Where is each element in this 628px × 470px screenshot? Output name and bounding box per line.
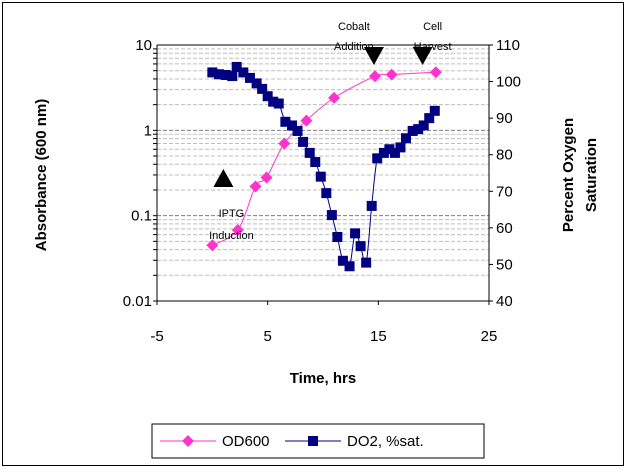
y-right-tick-label: 60 <box>496 220 513 237</box>
annotation-label: Induction <box>209 230 254 242</box>
do2-point <box>361 257 372 268</box>
do2-point <box>280 116 291 127</box>
do2-point <box>332 232 343 242</box>
do2-point <box>326 210 337 221</box>
do2-point <box>372 153 383 164</box>
do2-point <box>378 147 389 158</box>
do2-point <box>384 144 395 155</box>
do2-point <box>298 136 309 147</box>
y-axis-left-title: Absorbance (600 nm) <box>33 99 50 252</box>
do2-point <box>227 71 238 82</box>
do2-point <box>207 67 218 78</box>
do2-point <box>407 125 418 136</box>
do2-point <box>395 142 406 153</box>
do2-point <box>273 98 284 109</box>
do2-point <box>231 61 242 72</box>
do2-point <box>315 171 326 182</box>
do2-point <box>251 78 262 89</box>
annotation-label: Harvest <box>414 41 452 53</box>
do2-point <box>287 120 298 131</box>
od600-point <box>429 66 442 79</box>
do2-point <box>337 255 348 266</box>
do2-point <box>257 83 268 94</box>
do2-point <box>366 200 377 211</box>
do2-point <box>355 241 366 252</box>
od600-point <box>369 70 382 83</box>
do2-point <box>413 124 424 135</box>
y-right-tick-label: 100 <box>496 74 521 91</box>
do2-point <box>401 133 411 144</box>
od600-point <box>231 223 244 236</box>
y-axis-right-title-line1: Percent Oxygen <box>560 118 577 232</box>
od600-point <box>278 137 291 150</box>
do2-point <box>262 91 273 102</box>
annotation-marker-up <box>213 169 234 187</box>
y-right-tick-label: 80 <box>496 147 513 164</box>
do2-point <box>238 67 249 78</box>
od600-point <box>328 91 341 104</box>
od600-point <box>206 239 219 252</box>
y-left-tick-label: 0.01 <box>123 293 152 310</box>
od600-point <box>249 180 262 193</box>
axes <box>156 44 490 302</box>
x-axis-title: Time, hrs <box>290 370 356 387</box>
legend: OD600 DO2, %sat. <box>151 423 485 459</box>
annotation-marker-down <box>363 47 384 65</box>
annotation-label: Cell <box>423 21 442 33</box>
x-tick-label: 15 <box>370 328 387 345</box>
do2-point <box>310 157 321 168</box>
annotation-label: IPTG <box>219 208 245 220</box>
y-right-tick-label: 40 <box>496 293 513 310</box>
do2-point <box>220 69 231 80</box>
annotations: IPTG Induction Cobalt Addition Cell Harvest <box>209 21 451 242</box>
series <box>206 61 442 272</box>
annotation-label: Addition <box>334 41 374 53</box>
x-tick-label: 25 <box>481 328 498 345</box>
legend-label-do2: DO2, %sat. <box>347 433 424 450</box>
do2-point <box>213 69 224 80</box>
y-left-tick-label: 1 <box>144 122 152 139</box>
do2-point <box>321 188 332 199</box>
do2-point <box>424 113 435 124</box>
x-tick-label: -5 <box>150 328 163 345</box>
annotation-marker-down <box>412 47 433 65</box>
annotation-label: Cobalt <box>338 21 370 33</box>
y-right-tick-label: 110 <box>496 37 520 54</box>
do2-point <box>429 105 440 116</box>
do2-point <box>344 261 355 272</box>
x-tick-label: 5 <box>263 328 271 345</box>
do2-point <box>418 120 429 131</box>
legend-marker-od600 <box>182 435 194 447</box>
do2-point <box>268 96 279 107</box>
y-axis-right-title-line2: Saturation <box>583 138 600 212</box>
y-left-tick-label: 0.1 <box>131 208 152 225</box>
legend-label-od600: OD600 <box>222 433 270 450</box>
do2-point <box>244 72 255 83</box>
do2-point <box>350 228 361 239</box>
do2-point <box>304 147 315 158</box>
series-line-0 <box>212 71 436 246</box>
legend-marker-do2 <box>308 436 318 446</box>
od600-point <box>385 68 398 81</box>
y-right-tick-label: 50 <box>496 256 513 273</box>
do2-point <box>389 147 400 158</box>
od600-point <box>260 171 273 184</box>
y-right-tick-label: 70 <box>496 183 513 200</box>
od600-point <box>300 114 313 127</box>
do2-point <box>292 125 303 136</box>
y-right-tick-label: 90 <box>496 110 513 127</box>
y-left-tick-label: 10 <box>135 37 152 54</box>
